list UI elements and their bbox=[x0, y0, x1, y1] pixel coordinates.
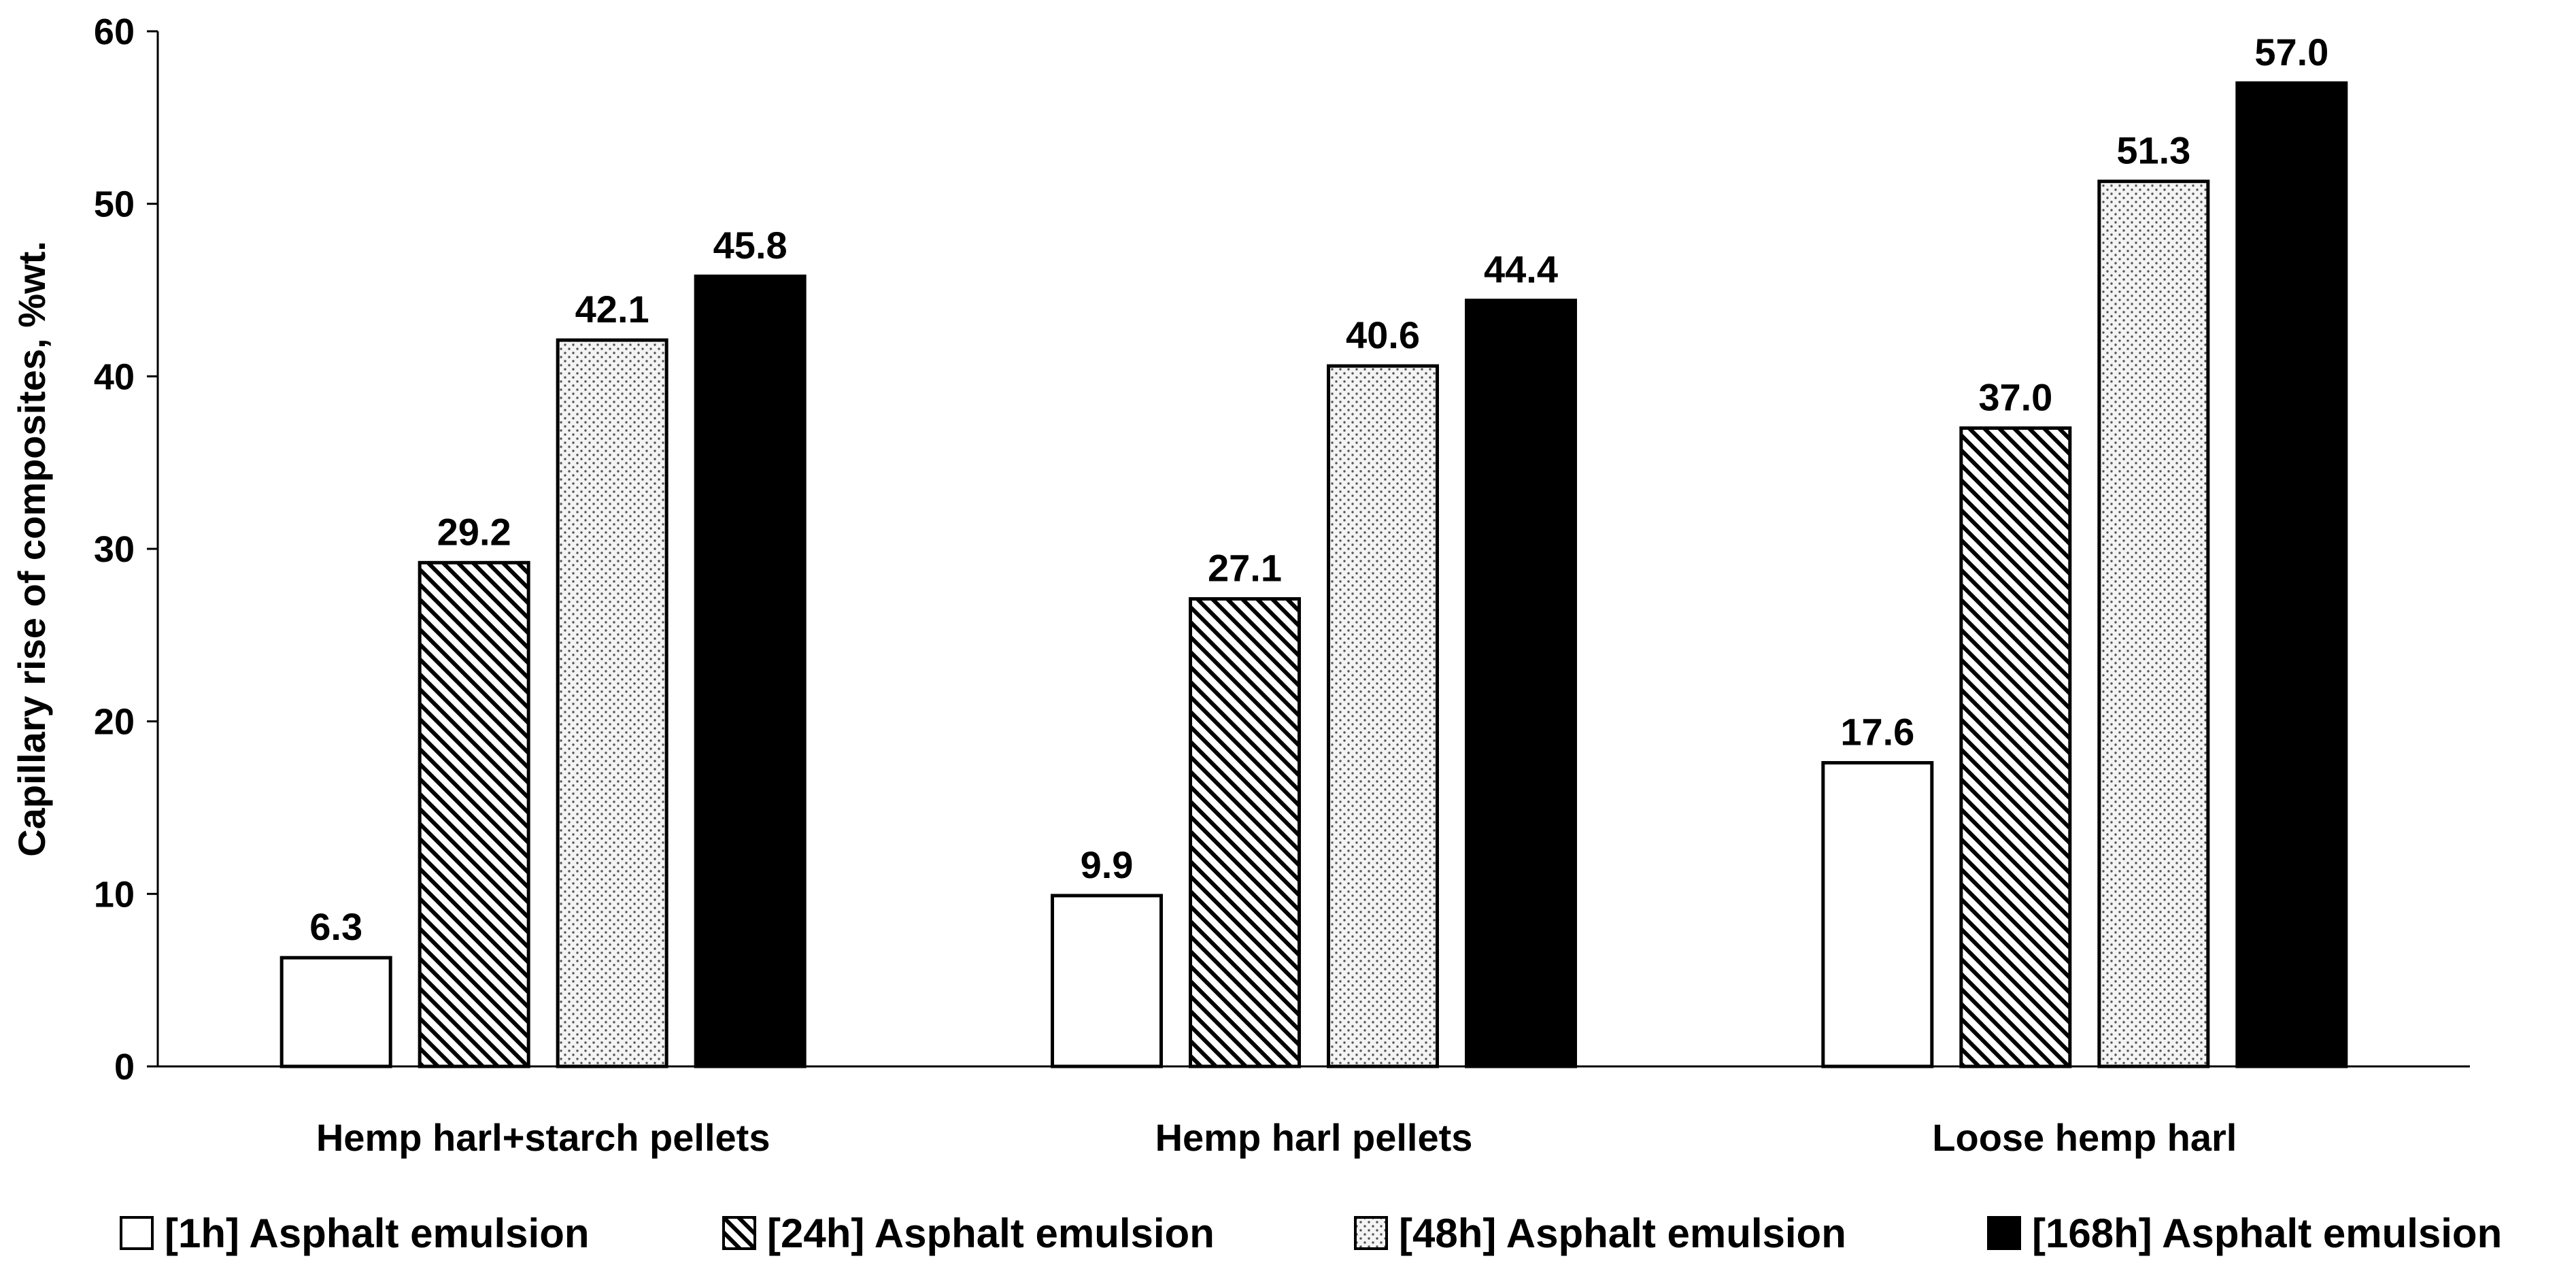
x-category-label: Hemp harl+starch pellets bbox=[316, 1116, 770, 1159]
bar bbox=[1465, 299, 1577, 1068]
x-category-label: Hemp harl pellets bbox=[1155, 1116, 1473, 1159]
y-tick-label: 20 bbox=[94, 702, 135, 743]
legend-swatch bbox=[1987, 1216, 2021, 1250]
data-label: 45.8 bbox=[713, 224, 787, 267]
data-label: 29.2 bbox=[437, 510, 511, 553]
data-label: 42.1 bbox=[575, 288, 649, 331]
bar bbox=[1959, 426, 2072, 1068]
legend-label: [168h] Asphalt emulsion bbox=[2032, 1211, 2502, 1256]
data-label: 44.4 bbox=[1484, 248, 1558, 291]
y-tick-label: 40 bbox=[94, 356, 135, 397]
bar bbox=[1051, 894, 1163, 1068]
legend-swatch bbox=[722, 1216, 756, 1250]
data-label: 51.3 bbox=[2116, 129, 2190, 172]
legend: [1h] Asphalt emulsion [24h] Asphalt emuls… bbox=[120, 1211, 2502, 1256]
y-axis: 0 10 20 30 40 50 60 bbox=[94, 12, 159, 1087]
bar bbox=[2097, 180, 2210, 1068]
bar bbox=[694, 274, 807, 1068]
y-tick-label: 30 bbox=[94, 529, 135, 570]
y-tick-label: 60 bbox=[94, 12, 135, 52]
legend-swatch bbox=[120, 1216, 154, 1250]
value-labels: 6.3 29.2 42.1 45.8 9.9 27.1 40.6 44.4 17.6 37.0 51… bbox=[309, 31, 2328, 948]
data-label: 27.1 bbox=[1208, 547, 1282, 590]
bar bbox=[1327, 364, 1439, 1068]
bars bbox=[279, 81, 2348, 1068]
bar bbox=[1189, 597, 1301, 1068]
data-label: 17.6 bbox=[1840, 711, 1914, 754]
x-category-label: Loose hemp harl bbox=[1932, 1116, 2237, 1159]
legend-swatch bbox=[1354, 1216, 1388, 1250]
legend-label: [48h] Asphalt emulsion bbox=[1399, 1211, 1846, 1256]
bar bbox=[279, 956, 392, 1068]
y-tick-label: 50 bbox=[94, 184, 135, 225]
data-label: 40.6 bbox=[1346, 314, 1420, 356]
bar bbox=[1821, 761, 1934, 1068]
bar bbox=[556, 338, 668, 1068]
y-tick-label: 0 bbox=[114, 1047, 135, 1087]
data-label: 57.0 bbox=[2254, 31, 2328, 73]
bar bbox=[2235, 81, 2348, 1068]
legend-label: [1h] Asphalt emulsion bbox=[165, 1211, 590, 1256]
x-axis: Hemp harl+starch pellets Hemp harl pellet… bbox=[158, 1065, 2470, 1159]
data-label: 6.3 bbox=[309, 905, 362, 948]
y-tick-label: 10 bbox=[94, 874, 135, 915]
bar bbox=[418, 560, 530, 1068]
data-label: 37.0 bbox=[1978, 375, 2052, 418]
legend-label: [24h] Asphalt emulsion bbox=[767, 1211, 1215, 1256]
data-label: 9.9 bbox=[1081, 843, 1134, 886]
y-axis-title: Capillary rise of composites, %wt. bbox=[10, 241, 53, 857]
